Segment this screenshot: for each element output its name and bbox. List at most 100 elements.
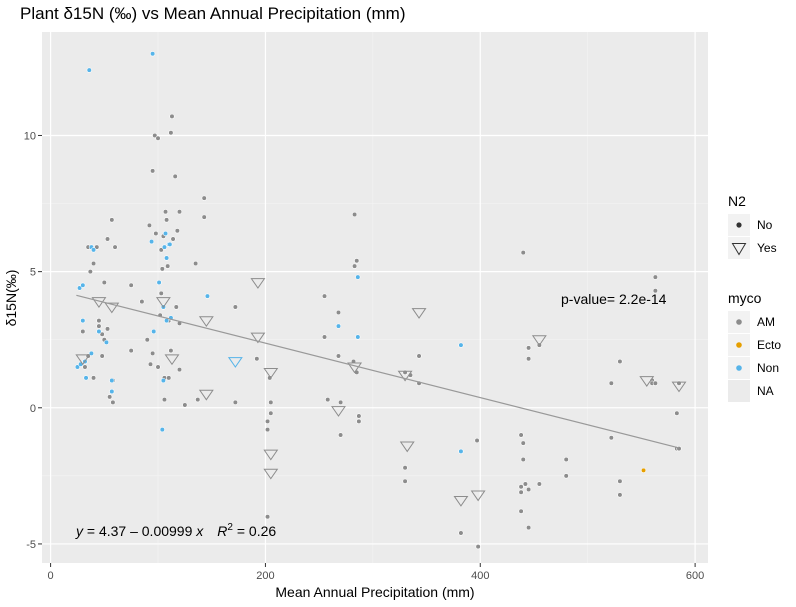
data-point xyxy=(193,260,199,267)
data-point xyxy=(338,399,344,405)
data-point xyxy=(161,244,168,250)
data-point xyxy=(526,345,532,351)
data-point xyxy=(80,318,86,324)
data-point xyxy=(355,274,361,280)
legend-label-ecto: Ecto xyxy=(757,338,781,352)
data-point xyxy=(94,244,100,250)
data-point xyxy=(112,244,118,250)
data-point-triangle xyxy=(347,362,363,374)
data-point xyxy=(325,397,331,403)
x-tick-label: 400 xyxy=(471,570,489,582)
data-point xyxy=(355,334,361,340)
data-point xyxy=(76,285,83,291)
data-point xyxy=(321,293,328,299)
data-point xyxy=(148,239,155,245)
data-point xyxy=(335,353,342,359)
data-point xyxy=(104,236,111,242)
data-point-triangle xyxy=(227,357,243,368)
data-point xyxy=(458,530,464,536)
data-point xyxy=(167,241,173,247)
data-point xyxy=(254,356,260,362)
data-point-triangle xyxy=(164,354,180,366)
data-point xyxy=(80,328,86,335)
data-point-triangle xyxy=(639,376,655,387)
data-point xyxy=(168,348,174,354)
data-point xyxy=(652,380,658,386)
data-point xyxy=(88,350,95,356)
data-point xyxy=(109,377,115,384)
data-point xyxy=(458,448,464,454)
data-point xyxy=(232,399,238,405)
data-point xyxy=(526,486,532,493)
data-point xyxy=(139,298,145,305)
data-point-triangle xyxy=(250,278,266,289)
data-point-triangle xyxy=(263,468,279,480)
data-point xyxy=(351,263,358,269)
data-point xyxy=(150,350,156,356)
data-point xyxy=(335,323,342,329)
legend-key-am xyxy=(736,319,742,325)
data-point xyxy=(608,435,614,441)
data-point-triangle xyxy=(263,367,279,379)
data-point xyxy=(83,375,89,381)
legend-key-bg xyxy=(728,237,750,259)
legend-key-non xyxy=(736,365,742,371)
data-point xyxy=(128,348,134,354)
data-point xyxy=(536,481,542,487)
y-tick-label: 5 xyxy=(30,267,36,279)
data-point xyxy=(173,304,179,310)
data-point xyxy=(232,304,238,310)
data-point-triangle xyxy=(399,441,415,453)
data-point xyxy=(268,399,274,405)
data-point-triangle xyxy=(198,316,214,328)
data-point-triangle xyxy=(411,308,427,319)
data-point xyxy=(674,410,680,416)
data-point xyxy=(109,217,115,223)
data-point xyxy=(99,331,105,337)
legend-label-no: No xyxy=(757,218,773,232)
data-point xyxy=(176,367,183,373)
data-point xyxy=(617,492,623,498)
data-point xyxy=(475,544,481,550)
data-point xyxy=(86,67,92,73)
data-point-triangle xyxy=(671,381,687,393)
regression-line xyxy=(76,294,680,449)
data-point xyxy=(201,195,207,201)
data-point xyxy=(147,361,154,367)
data-point xyxy=(80,282,86,288)
data-point xyxy=(268,410,274,416)
data-point xyxy=(90,375,97,381)
data-point xyxy=(158,290,164,297)
data-point xyxy=(96,318,102,324)
data-point xyxy=(264,426,271,433)
data-point xyxy=(103,339,110,346)
legend-key-yes xyxy=(731,243,747,256)
data-point xyxy=(351,211,358,218)
data-point xyxy=(518,484,524,490)
data-point xyxy=(518,508,524,514)
y-tick-label: 0 xyxy=(30,403,36,415)
data-point xyxy=(74,364,81,370)
data-point xyxy=(264,418,271,425)
data-point xyxy=(166,375,172,381)
data-point xyxy=(109,388,115,395)
data-point xyxy=(518,489,524,495)
data-point xyxy=(155,135,161,141)
data-point xyxy=(617,358,623,365)
data-point xyxy=(640,467,647,474)
data-point xyxy=(159,266,165,272)
data-point xyxy=(99,353,105,359)
data-point xyxy=(458,342,464,348)
data-point xyxy=(356,413,362,419)
data-point xyxy=(526,524,532,531)
data-point xyxy=(161,397,168,403)
data-point xyxy=(201,214,207,220)
data-point-triangle xyxy=(470,490,486,502)
y-tick-label: 10 xyxy=(24,130,36,142)
x-tick-label: 600 xyxy=(686,570,704,582)
data-point xyxy=(152,132,158,139)
data-point xyxy=(338,432,344,438)
data-point-triangle xyxy=(263,449,279,461)
data-point xyxy=(150,51,156,57)
legend-key-na xyxy=(728,380,750,402)
